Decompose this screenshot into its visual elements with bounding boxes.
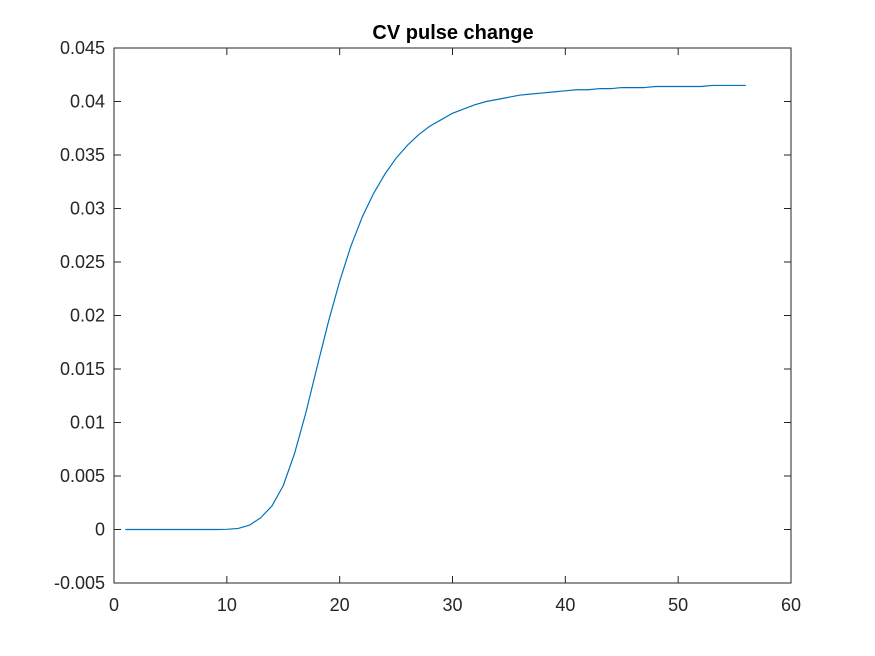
y-tick-label: 0.005	[60, 466, 105, 486]
y-tick-label: 0.02	[70, 306, 105, 326]
y-tick-label: 0.015	[60, 359, 105, 379]
x-tick-label: 60	[781, 595, 801, 615]
y-tick-label: 0.025	[60, 252, 105, 272]
series-line	[125, 84, 746, 531]
y-tick-label: -0.005	[54, 573, 105, 593]
y-tick-label: 0	[95, 520, 105, 540]
axes-box	[113, 47, 792, 584]
x-tick-label: 10	[217, 595, 237, 615]
y-tick-label: 0.03	[70, 199, 105, 219]
y-tick-label: 0.04	[70, 92, 105, 112]
x-tick-label: 30	[442, 595, 462, 615]
y-tick-label: 0.01	[70, 413, 105, 433]
x-tick-label: 50	[668, 595, 688, 615]
x-tick-label: 20	[330, 595, 350, 615]
y-tick-label: 0.035	[60, 145, 105, 165]
chart-title: CV pulse change	[372, 22, 533, 44]
x-tick-label: 0	[109, 595, 119, 615]
y-tick-label: 0.045	[60, 38, 105, 58]
x-tick-label: 40	[555, 595, 575, 615]
plot-area: 0 10 20 30 40 50 60-0.00500.0050.010.0150.020.…	[54, 38, 801, 615]
